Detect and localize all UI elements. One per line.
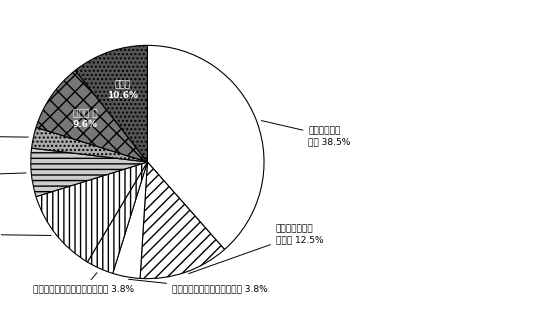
Wedge shape: [36, 162, 147, 262]
Wedge shape: [31, 148, 147, 197]
Wedge shape: [76, 45, 147, 162]
Wedge shape: [87, 162, 147, 273]
Wedge shape: [113, 162, 147, 278]
Wedge shape: [36, 70, 147, 162]
Wedge shape: [147, 45, 264, 249]
Wedge shape: [32, 127, 147, 162]
Text: 年金・手当の支給対象者の拡充 3.8%: 年金・手当の支給対象者の拡充 3.8%: [33, 273, 134, 294]
Wedge shape: [140, 162, 225, 279]
Text: 介助者への手当の支給 6.7%: 介助者への手当の支給 6.7%: [0, 171, 26, 180]
Text: 年金・手当の所得制限の緩和 3.8%: 年金・手当の所得制限の緩和 3.8%: [129, 279, 267, 294]
Text: 年金・手当の
増額 38.5%: 年金・手当の 増額 38.5%: [262, 121, 351, 146]
Text: 税金・公共料金
の減額 12.5%: 税金・公共料金 の減額 12.5%: [189, 225, 323, 274]
Text: 無回答
10.6%: 無回答 10.6%: [107, 81, 138, 100]
Text: 特にな し
9.6%: 特にな し 9.6%: [72, 109, 98, 129]
Text: その他 2.9%: その他 2.9%: [0, 132, 28, 141]
Text: 在宅障害者への年金・
手当の増額 11.6%: 在宅障害者への年金・ 手当の増額 11.6%: [0, 225, 51, 244]
